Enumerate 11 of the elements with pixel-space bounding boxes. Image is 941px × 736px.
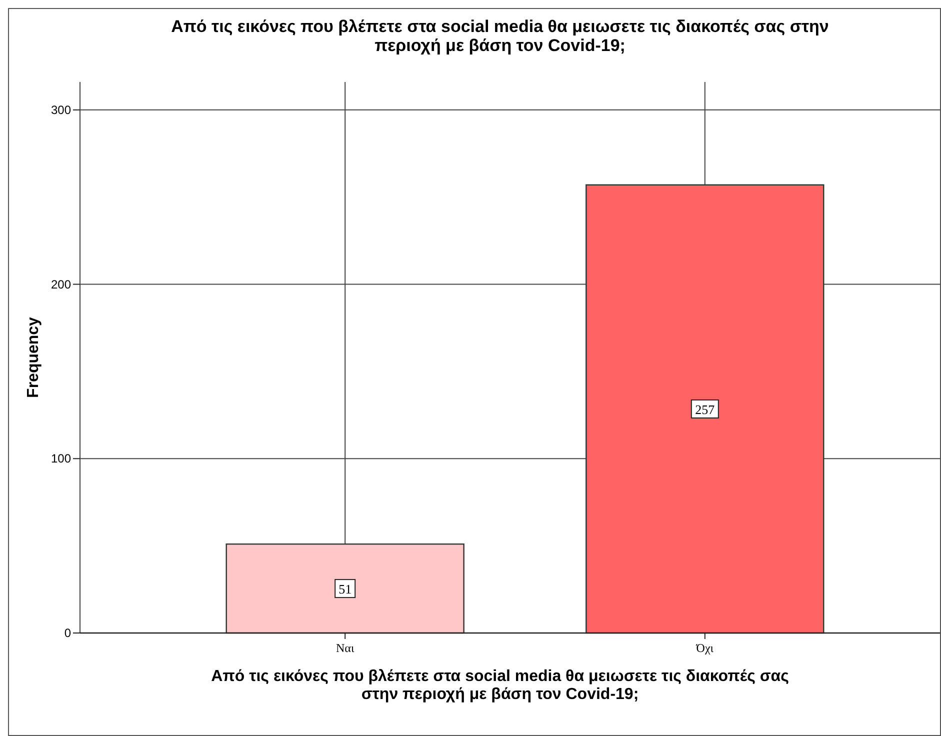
data-label: 51 (338, 582, 352, 597)
y-tick-label: 0 (64, 626, 72, 640)
data-label: 257 (695, 402, 716, 417)
y-tick-label: 100 (50, 452, 72, 466)
chart-title: Από τις εικόνες που βλέπετε στα social media θα μειωσετε τις διακοπές σας στην περιοχή με βάση τον Covid-19; (171, 17, 829, 55)
x-axis-title: Από τις εικόνες που βλέπετε στα social media θα μειωσετε τις διακοπές σας στην περιοχή με βάση τον Covid-19; (211, 668, 789, 703)
y-tick-label: 200 (50, 277, 72, 292)
x-tick-label: Ναι (336, 641, 355, 655)
y-tick-label: 300 (50, 102, 72, 117)
y-axis-title: Frequency (25, 316, 42, 398)
x-tick-label: Όχι (695, 641, 714, 655)
